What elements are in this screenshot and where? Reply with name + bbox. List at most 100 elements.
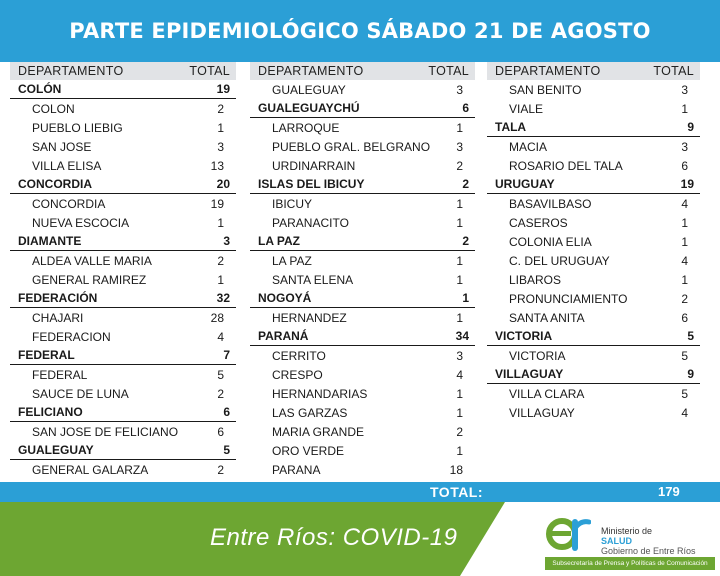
locality-name: VILLA CLARA [509,386,585,401]
locality-row: CASEROS 1 [487,213,700,232]
department-total: 7 [223,348,230,362]
locality-name: PRONUNCIAMIENTO [509,291,628,306]
department-name: ISLAS DEL IBICUY [258,177,365,191]
locality-name: GENERAL RAMIREZ [32,272,147,287]
locality-name: CERRITO [272,348,326,363]
locality-row: NUEVA ESCOCIA 1 [10,213,236,232]
department-row: FEDERACIÓN 32 [10,289,236,308]
locality-row: PUEBLO LIEBIG 1 [10,118,236,137]
locality-total: 13 [210,158,224,173]
department-total: 19 [216,82,230,96]
department-total: 3 [223,234,230,248]
department-name: GUALEGUAY [18,443,94,457]
department-name: PARANÁ [258,329,309,343]
total-bar: TOTAL: 179 [0,482,720,502]
locality-row: HERNANDARIAS 1 [250,384,475,403]
locality-total: 1 [456,196,463,211]
locality-total: 3 [681,82,688,97]
department-total: 6 [223,405,230,419]
locality-row: ORO VERDE 1 [250,441,475,460]
locality-total: 3 [456,348,463,363]
department-name: NOGOYÁ [258,291,312,305]
locality-name: FEDERAL [32,367,88,382]
locality-total: 4 [681,196,688,211]
department-row: VICTORIA 5 [487,327,700,346]
locality-total: 1 [217,215,224,230]
locality-total: 1 [456,120,463,135]
locality-name: LA PAZ [272,253,312,268]
locality-row: PARANA 18 [250,460,475,479]
department-row: COLÓN 19 [10,80,236,99]
locality-total: 2 [217,462,224,477]
department-name: FEDERACIÓN [18,291,98,305]
locality-name: PARANA [272,462,321,477]
locality-row: FEDERAL 5 [10,365,236,384]
department-name: DIAMANTE [18,234,82,248]
locality-row: CONCORDIA 19 [10,194,236,213]
locality-name: VILLAGUAY [509,405,575,420]
locality-total: 1 [456,405,463,420]
locality-name: ROSARIO DEL TALA [509,158,623,173]
department-name: URUGUAY [495,177,555,191]
locality-total: 1 [456,310,463,325]
subsecretaria-band: Subsecretaría de Prensa y Políticas de C… [545,557,715,570]
column-header: DEPARTAMENTO TOTAL [250,62,475,80]
locality-name: CASEROS [509,215,568,230]
ministry-line-3: Gobierno de Entre Ríos [601,546,696,556]
locality-total: 4 [681,253,688,268]
locality-row: LAS GARZAS 1 [250,403,475,422]
locality-row: SAUCE DE LUNA 2 [10,384,236,403]
locality-name: GUALEGUAY [272,82,346,97]
column-2: DEPARTAMENTO TOTAL GUALEGUAY 3 GUALEGUAYCH… [250,62,475,479]
locality-total: 6 [681,310,688,325]
department-name: CONCORDIA [18,177,92,191]
dept-header-label: DEPARTAMENTO [258,64,364,78]
department-row: URUGUAY 19 [487,175,700,194]
total-header-label: TOTAL [189,64,230,78]
department-total: 6 [462,101,469,115]
locality-total: 1 [456,253,463,268]
department-row: VILLAGUAY 9 [487,365,700,384]
department-row: FEDERAL 7 [10,346,236,365]
total-value: 179 [658,484,680,499]
locality-row: SANTA ELENA 1 [250,270,475,289]
locality-row: CRESPO 4 [250,365,475,384]
locality-row: PARANACITO 1 [250,213,475,232]
locality-row: MARIA GRANDE 2 [250,422,475,441]
locality-total: 3 [217,139,224,154]
department-row: NOGOYÁ 1 [250,289,475,308]
locality-row: URDINARRAIN 2 [250,156,475,175]
footer: Entre Ríos: COVID-19 Ministerio de SALUD… [0,502,720,576]
locality-name: GENERAL GALARZA [32,462,149,477]
locality-total: 1 [217,120,224,135]
locality-name: C. DEL URUGUAY [509,253,610,268]
locality-total: 2 [217,253,224,268]
department-name: GUALEGUAYCHÚ [258,101,360,115]
locality-name: PUEBLO LIEBIG [32,120,123,135]
locality-name: CRESPO [272,367,323,382]
locality-name: MACIA [509,139,548,154]
locality-total: 5 [217,367,224,382]
locality-total: 1 [681,215,688,230]
department-total: 32 [216,291,230,305]
locality-total: 1 [456,215,463,230]
department-row: GUALEGUAY 5 [10,441,236,460]
locality-name: LIBAROS [509,272,562,287]
rows: COLÓN 19 COLON 2 PUEBLO LIEBIG 1 SAN JOSE 3 VILL… [10,80,236,479]
department-row: LA PAZ 2 [250,232,475,251]
department-total: 19 [680,177,694,191]
department-total: 9 [687,367,694,381]
locality-row: CHAJARI 28 [10,308,236,327]
dept-header-label: DEPARTAMENTO [495,64,601,78]
ministry-line-1: Ministerio de [601,526,653,536]
locality-name: SAUCE DE LUNA [32,386,129,401]
department-total: 5 [223,443,230,457]
locality-name: COLONIA ELIA [509,234,592,249]
department-name: VILLAGUAY [495,367,564,381]
locality-name: SAN JOSE [32,139,92,154]
department-row: ISLAS DEL IBICUY 2 [250,175,475,194]
locality-name: SANTA ANITA [509,310,585,325]
locality-row: BASAVILBASO 4 [487,194,700,213]
locality-row: COLONIA ELIA 1 [487,232,700,251]
locality-row: SAN BENITO 3 [487,80,700,99]
